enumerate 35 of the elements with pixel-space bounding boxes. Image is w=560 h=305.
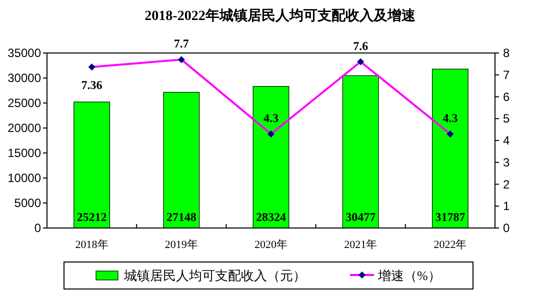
data-label: 4.3	[442, 110, 458, 125]
y-tick-label: 20000	[8, 121, 42, 135]
data-label: 27148	[166, 210, 196, 224]
y2-tick-label: 8	[503, 46, 510, 60]
data-label: 30477	[346, 210, 376, 224]
y2-tick-label: 3	[503, 155, 510, 170]
y-tick-label: 25000	[8, 96, 42, 110]
y-tick-label: 10000	[8, 171, 42, 185]
data-label: 7.6	[353, 38, 368, 53]
data-label: 28324	[256, 210, 286, 224]
data-label: 7.7	[174, 36, 189, 51]
y-tick-label: 30000	[8, 71, 42, 85]
y2-tick-label: 4	[503, 134, 510, 148]
y2-tick-label: 5	[503, 112, 510, 126]
y2-tick-label: 1	[503, 199, 510, 214]
legend-label: 增速（%）	[377, 268, 441, 283]
x-tick-label: 2019年	[164, 239, 198, 251]
y2-tick-label: 7	[503, 68, 510, 82]
y-tick-label: 35000	[8, 46, 42, 60]
data-label: 7.36	[81, 78, 102, 92]
legend-label: 城镇居民人均可支配收入（元）	[123, 268, 306, 283]
y-tick-label: 15000	[8, 146, 42, 160]
x-tick-label: 2021年	[344, 239, 378, 251]
y-tick-label: 5000	[14, 196, 42, 210]
data-label: 31787	[435, 210, 466, 224]
x-tick-label: 2018年	[75, 239, 108, 251]
x-tick-label: 2020年	[254, 239, 288, 251]
x-tick-label: 2022年	[434, 239, 467, 251]
data-label: 4.3	[264, 110, 278, 125]
y2-tick-label: 6	[503, 90, 510, 104]
y2-tick-label: 0	[503, 221, 510, 235]
y2-tick-label: 2	[503, 177, 510, 192]
data-label: 25212	[76, 210, 107, 224]
y-tick-label: 0	[34, 221, 42, 235]
chart-title: 2018-2022年城镇居民人均可支配收入及增速	[144, 8, 416, 24]
